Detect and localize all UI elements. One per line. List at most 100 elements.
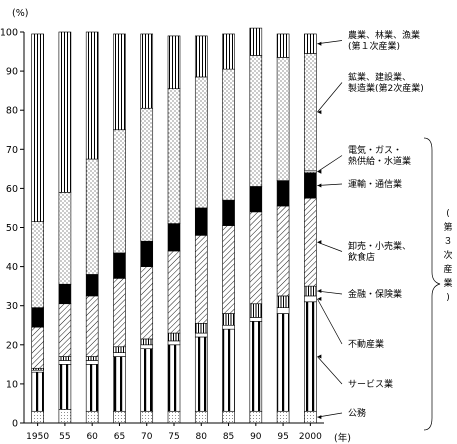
leader-arrow — [317, 415, 322, 420]
y-unit-label: (%) — [12, 8, 28, 19]
bracket-label-char: ( — [446, 209, 450, 219]
y-tick-label: 90 — [6, 67, 18, 78]
bar-segment-kobu — [194, 410, 208, 424]
bar-segment-dai1 — [85, 31, 99, 160]
bar-segment-kobu — [140, 410, 154, 424]
x-tick-label: 2000 — [299, 432, 322, 442]
leader-line — [317, 183, 343, 186]
bracket-label-char: 次 — [443, 249, 452, 261]
annotation-label: 公務 — [348, 407, 366, 419]
bar-segment-kinyu — [167, 332, 181, 342]
bracket-label-char: 産 — [443, 263, 452, 275]
bar-segment-dai1 — [31, 33, 44, 222]
annotation-label: 電気・ガス・ — [348, 144, 402, 156]
bar-85 — [222, 33, 235, 424]
annotation-label: サービス業 — [348, 378, 393, 390]
leader-arrow — [317, 289, 322, 294]
y-tick-label: 70 — [6, 145, 18, 156]
bar-segment-kobu — [31, 410, 44, 424]
bar-segment-kobu — [167, 410, 181, 424]
leader-arrow — [317, 240, 322, 245]
bracket-label-char: ３ — [443, 237, 452, 247]
x-tick-label: 1950 — [26, 432, 49, 442]
leader-line — [317, 356, 343, 385]
bar-segment-kobu — [85, 410, 99, 424]
x-tick-label: 90 — [250, 432, 262, 442]
annotation-dai2: 鉱業、建設業、製造業(第2次産業) — [317, 71, 424, 115]
y-tick-label: 0 — [12, 419, 18, 430]
bar-segment-fudosan — [85, 360, 99, 365]
annotation-label: 飲食店 — [348, 251, 375, 263]
bar-segment-dai2 — [276, 57, 290, 181]
annotation-label: 熱供給・水道業 — [348, 155, 411, 167]
leader-arrow — [317, 169, 322, 174]
bar-55 — [58, 31, 72, 424]
annotation-label: 製造業(第2次産業) — [348, 82, 424, 94]
bar-segment-dai1 — [113, 33, 126, 131]
bar-segment-oroshi — [249, 211, 263, 305]
y-tick-label: 80 — [6, 106, 18, 117]
bar-segment-service — [167, 344, 181, 412]
bar-segment-kinyu — [222, 313, 235, 326]
bar-segment-kinyu — [85, 356, 99, 361]
bar-65 — [113, 33, 126, 424]
annotations: 農業、林業、漁業(第１次産業) 鉱業、建設業、製造業(第2次産業) 電気・ガス・熱供… — [317, 29, 424, 420]
bar-segment-kobu — [304, 410, 317, 424]
bar-segment-kobu — [276, 410, 290, 424]
bar-segment-unyu — [222, 199, 235, 226]
bar-segment-oroshi — [194, 235, 208, 324]
bar-segment-dai1 — [304, 33, 317, 54]
bar-segment-service — [304, 301, 317, 412]
bar-segment-dai2 — [85, 158, 99, 275]
leader-line — [317, 82, 343, 113]
bar-segment-oroshi — [31, 326, 44, 369]
bar-segment-unyu — [140, 240, 154, 267]
leader-arrow — [317, 354, 322, 359]
annotation-service: サービス業 — [317, 354, 393, 390]
bar-segment-dai2 — [167, 88, 181, 224]
bar-segment-dai2 — [304, 53, 317, 172]
bar-95 — [276, 33, 290, 424]
bar-60 — [85, 31, 99, 424]
annotation-label: 農業、林業、漁業 — [348, 29, 420, 41]
y-tick-label: 30 — [6, 301, 18, 312]
bar-segment-fudosan — [276, 307, 290, 314]
x-tick-label: 60 — [86, 432, 98, 442]
bar-segment-dai2 — [31, 221, 44, 308]
x-tick-label: 95 — [277, 432, 288, 442]
x-tick-label: 55 — [59, 432, 70, 442]
bar-segment-unyu — [276, 180, 290, 207]
bar-segment-fudosan — [58, 360, 72, 365]
annotation-unyu: 運輸・通信業 — [317, 178, 402, 190]
x-unit-label: (年) — [334, 432, 351, 444]
annotation-label: 鉱業、建設業、 — [348, 71, 411, 83]
bar-2000 — [304, 33, 317, 424]
x-axis: 1950 55 60 65 70 75 80 85 90 95 2000 — [24, 422, 324, 442]
y-tick-label: 10 — [6, 379, 18, 390]
bracket-label-char: 業 — [443, 277, 452, 289]
bar-segment-service — [85, 364, 99, 412]
bar-segment-fudosan — [249, 317, 263, 322]
bar-90 — [249, 27, 263, 424]
bar-segment-kobu — [113, 410, 126, 424]
bar-segment-dai1 — [167, 35, 181, 89]
annotation-dai1: 農業、林業、漁業(第１次産業) — [317, 29, 420, 52]
bar-segment-service — [31, 371, 44, 412]
bar-segment-fudosan — [167, 340, 181, 346]
annotation-label: 運輸・通信業 — [348, 178, 402, 190]
bar-segment-kinyu — [58, 356, 72, 361]
leader-arrow — [317, 296, 322, 301]
bar-80 — [194, 35, 208, 424]
bar-segment-oroshi — [140, 266, 154, 340]
bar-75 — [167, 35, 181, 424]
bar-segment-unyu — [85, 274, 99, 297]
x-tick-label: 65 — [114, 432, 125, 442]
bar-segment-dai1 — [140, 33, 154, 109]
annotation-fudosan: 不動産業 — [317, 296, 384, 350]
bar-segment-dai2 — [140, 107, 154, 242]
annotation-kobu: 公務 — [317, 407, 366, 420]
bar-segment-service — [113, 356, 126, 412]
bar-segment-unyu — [58, 283, 72, 305]
bracket-label-char: 第 — [443, 221, 452, 233]
bar-segment-oroshi — [276, 205, 290, 297]
